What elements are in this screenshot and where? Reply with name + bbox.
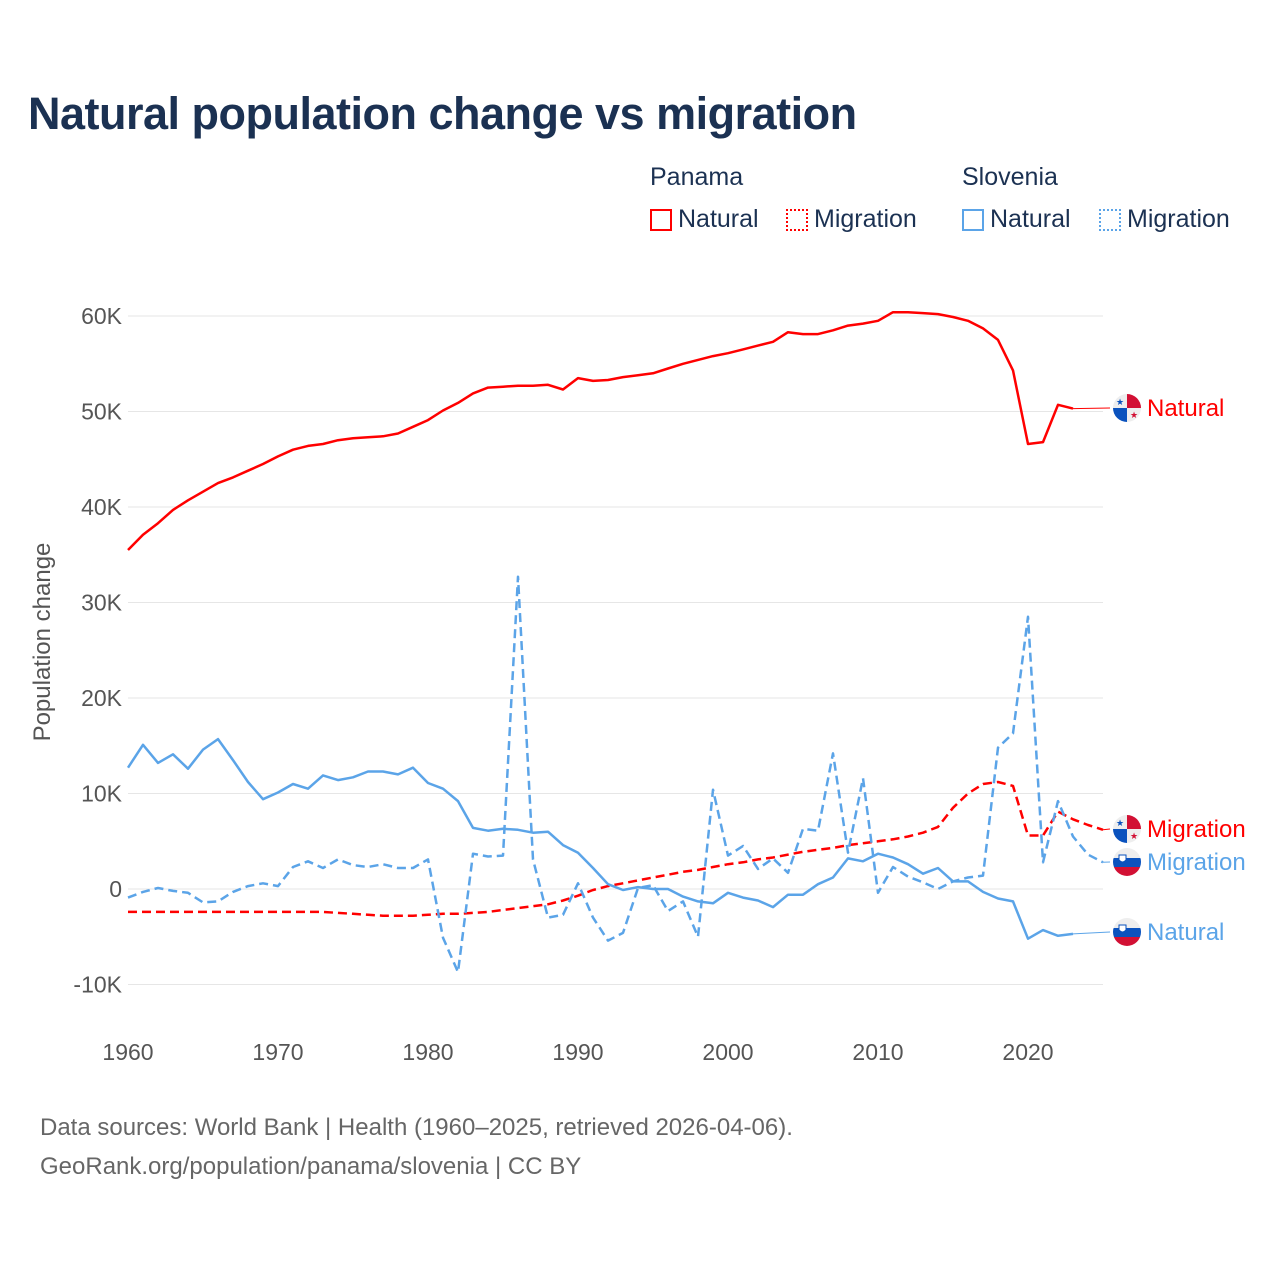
flag-blue-band bbox=[1113, 858, 1141, 867]
series-line-slovenia-migration bbox=[127, 575, 1104, 974]
y-tick-label: 30K bbox=[81, 590, 123, 616]
flag-body bbox=[1113, 918, 1141, 946]
star-icon: ★ bbox=[1130, 831, 1138, 841]
legend-panama-natural[interactable]: Natural bbox=[650, 205, 759, 234]
series-end-label: Natural bbox=[1147, 395, 1224, 422]
series-line-slovenia-natural bbox=[126, 737, 1074, 940]
legend-label: Natural bbox=[990, 205, 1071, 233]
legend-swatch-dotted-blue bbox=[1099, 208, 1121, 231]
star-icon: ★ bbox=[1116, 818, 1124, 828]
y-tick-label: 0 bbox=[109, 876, 122, 902]
legend-group-panama: Panama bbox=[650, 163, 744, 191]
chart-title: Natural population change vs migration bbox=[28, 88, 857, 139]
series-end-label: Migration bbox=[1147, 816, 1246, 843]
flag-red-quarter bbox=[1127, 815, 1141, 829]
y-tick-label: 40K bbox=[81, 494, 123, 520]
source-link[interactable]: GeoRank.org/population/panama/slovenia |… bbox=[40, 1153, 582, 1180]
flag-white-band bbox=[1113, 848, 1141, 858]
x-tick-label: 1990 bbox=[552, 1039, 603, 1065]
legend-swatch-solid-red bbox=[650, 208, 672, 231]
flag-panama-0: ★★ bbox=[1113, 394, 1141, 422]
y-tick-label: 20K bbox=[81, 685, 123, 711]
source-line: Data sources: World Bank | Health (1960–… bbox=[40, 1114, 793, 1141]
x-tick-label: 2020 bbox=[1002, 1039, 1053, 1065]
legend-label: Migration bbox=[814, 205, 917, 233]
y-tick-label: 10K bbox=[81, 781, 123, 807]
coat-of-arms-icon bbox=[1118, 854, 1127, 863]
flag-body: ★★ bbox=[1113, 815, 1141, 843]
flag-red-band bbox=[1113, 937, 1141, 946]
flag-blue-quarter bbox=[1113, 829, 1127, 843]
label-connector bbox=[1102, 828, 1111, 831]
y-tick-label: -10K bbox=[73, 972, 122, 998]
legend-slovenia-natural[interactable]: Natural bbox=[962, 205, 1071, 234]
legend-swatch-solid-blue bbox=[962, 208, 984, 231]
x-tick-label: 2000 bbox=[702, 1039, 753, 1065]
x-tick-label: 1960 bbox=[102, 1039, 153, 1065]
legend-group-slovenia: Slovenia bbox=[962, 163, 1058, 191]
flag-body: ★★ bbox=[1113, 394, 1141, 422]
coat-of-arms-icon bbox=[1118, 924, 1127, 933]
flag-blue-band bbox=[1113, 928, 1141, 937]
x-tick-label: 2010 bbox=[852, 1039, 903, 1065]
flag-red-quarter bbox=[1127, 394, 1141, 408]
y-tick-label: 60K bbox=[81, 303, 123, 329]
series-line-panama-natural bbox=[127, 310, 1074, 551]
flag-slovenia-3 bbox=[1113, 848, 1141, 876]
series-end-label: Natural bbox=[1147, 919, 1224, 946]
x-tick-label: 1980 bbox=[402, 1039, 453, 1065]
star-icon: ★ bbox=[1130, 410, 1138, 420]
legend-slovenia-migration[interactable]: Migration bbox=[1099, 205, 1230, 234]
flag-blue-quarter bbox=[1113, 408, 1127, 422]
x-tick-label: 1970 bbox=[252, 1039, 303, 1065]
star-icon: ★ bbox=[1116, 397, 1124, 407]
legend-label: Natural bbox=[678, 205, 759, 233]
series-end-label: Migration bbox=[1147, 849, 1246, 876]
flag-panama-1: ★★ bbox=[1113, 815, 1141, 843]
label-connector bbox=[1072, 931, 1111, 935]
flag-slovenia-2 bbox=[1113, 918, 1141, 946]
y-tick-label: 50K bbox=[81, 399, 123, 425]
legend-panama-migration[interactable]: Migration bbox=[786, 205, 917, 234]
y-axis-label: Population change bbox=[29, 543, 56, 742]
flag-white-band bbox=[1113, 918, 1141, 928]
flag-red-band bbox=[1113, 867, 1141, 876]
flag-body bbox=[1113, 848, 1141, 876]
legend-label: Migration bbox=[1127, 205, 1230, 233]
legend-swatch-dotted-red bbox=[786, 208, 808, 231]
label-connector bbox=[1072, 407, 1111, 410]
series-line-panama-migration bbox=[128, 780, 1104, 917]
